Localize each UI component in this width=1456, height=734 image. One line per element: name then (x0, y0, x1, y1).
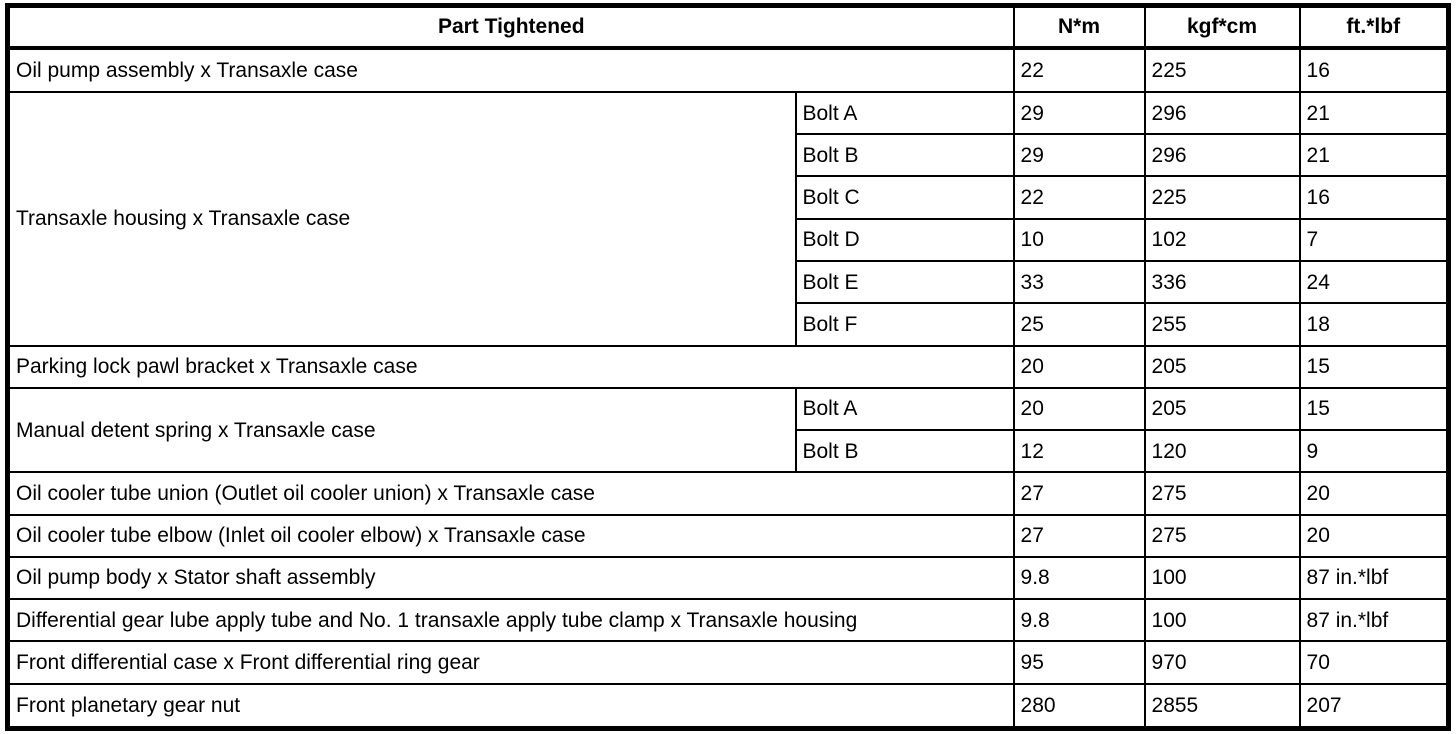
ftlbf-cell: 87 in.*lbf (1298, 555, 1450, 601)
part-cell: Oil pump body x Stator shaft assembly (6, 555, 1015, 601)
table-row: Front planetary gear nut 280 2855 207 (6, 682, 1450, 730)
nm-cell: 33 (1012, 259, 1146, 305)
table-row: Bolt E 33 336 24 (8, 259, 1450, 305)
ftlbf-cell: 21 (1298, 133, 1450, 178)
kgfcm-cell: 100 (1143, 598, 1301, 643)
nm-cell: 280 (1012, 682, 1146, 730)
bolt-cell: Bolt B (794, 429, 1015, 474)
ftlbf-cell: 7 (1298, 217, 1450, 263)
column-header-part: Part Tightened (6, 4, 1015, 50)
ftlbf-cell: 207 (1298, 682, 1450, 730)
nm-cell: 95 (1012, 640, 1146, 685)
table-row: Oil cooler tube elbow (Inlet oil cooler … (6, 513, 1450, 558)
ftlbf-cell: 87 in.*lbf (1298, 598, 1450, 643)
part-cell: Oil pump assembly x Transaxle case (6, 47, 1015, 93)
header-row: Part Tightened N*m kgf*cm ft.*lbf (6, 4, 1450, 50)
kgfcm-cell: 102 (1143, 217, 1301, 263)
ftlbf-cell: 15 (1298, 344, 1450, 389)
table-row: Parking lock pawl bracket x Transaxle ca… (6, 344, 1450, 389)
bolt-cell: Bolt C (794, 175, 1015, 220)
ftlbf-cell: 20 (1298, 513, 1450, 558)
nm-cell: 22 (1012, 47, 1146, 93)
kgfcm-cell: 2855 (1143, 682, 1301, 730)
kgfcm-cell: 255 (1143, 302, 1301, 347)
part-cell: Front differential case x Front differen… (6, 640, 1015, 685)
kgfcm-cell: 225 (1143, 175, 1301, 220)
torque-spec-table: Part Tightened N*m kgf*cm ft.*lbf Oil pu… (5, 3, 1451, 731)
bolt-cell: Bolt F (794, 302, 1015, 347)
kgfcm-cell: 275 (1143, 513, 1301, 558)
ftlbf-cell: 24 (1298, 259, 1450, 305)
nm-cell: 29 (1012, 133, 1146, 178)
table-row: Bolt C 22 225 16 (8, 175, 1450, 220)
kgfcm-cell: 205 (1143, 386, 1301, 432)
column-header-kgfcm: kgf*cm (1143, 4, 1301, 50)
ftlbf-cell: 20 (1298, 471, 1450, 516)
kgfcm-cell: 970 (1143, 640, 1301, 685)
part-cell: Oil cooler tube elbow (Inlet oil cooler … (6, 513, 1015, 558)
table-row: Bolt F 25 255 18 (8, 302, 1450, 347)
bolt-cell: Bolt D (794, 217, 1015, 263)
ftlbf-cell: 18 (1298, 302, 1450, 347)
bolt-cell: Bolt B (794, 133, 1015, 178)
nm-cell: 9.8 (1012, 598, 1146, 643)
part-cell: Parking lock pawl bracket x Transaxle ca… (6, 344, 1015, 389)
ftlbf-cell: 16 (1298, 47, 1450, 93)
nm-cell: 27 (1012, 471, 1146, 516)
nm-cell: 9.8 (1012, 555, 1146, 601)
nm-cell: 20 (1012, 344, 1146, 389)
kgfcm-cell: 296 (1143, 133, 1301, 178)
ftlbf-cell: 15 (1298, 386, 1450, 432)
nm-cell: 25 (1012, 302, 1146, 347)
table-row: Front differential case x Front differen… (6, 640, 1450, 685)
kgfcm-cell: 336 (1143, 259, 1301, 305)
ftlbf-cell: 21 (1298, 90, 1450, 136)
column-header-nm: N*m (1012, 4, 1146, 50)
nm-cell: 22 (1012, 175, 1146, 220)
kgfcm-cell: 205 (1143, 344, 1301, 389)
kgfcm-cell: 100 (1143, 555, 1301, 601)
part-cell: Manual detent spring x Transaxle case (6, 386, 797, 474)
kgfcm-cell: 225 (1143, 47, 1301, 93)
nm-cell: 27 (1012, 513, 1146, 558)
table-row: Manual detent spring x Transaxle case Bo… (6, 386, 1450, 474)
ftlbf-cell: 70 (1298, 640, 1450, 685)
bolt-cell: Bolt A (794, 386, 1015, 432)
ftlbf-cell: 16 (1298, 175, 1450, 220)
ftlbf-cell: 9 (1298, 429, 1450, 474)
table-row: Oil pump body x Stator shaft assembly 9.… (6, 555, 1450, 601)
table-row: Oil cooler tube union (Outlet oil cooler… (6, 471, 1450, 516)
nm-cell: 12 (1012, 429, 1146, 474)
bolt-cell: Bolt A (794, 90, 1015, 136)
nm-cell: 10 (1012, 217, 1146, 263)
table-row: Bolt D 10 102 7 (8, 217, 1450, 263)
table-row: Bolt B 12 120 9 (8, 429, 1450, 474)
part-cell: Oil cooler tube union (Outlet oil cooler… (6, 471, 1015, 516)
kgfcm-cell: 275 (1143, 471, 1301, 516)
column-header-ftlbf: ft.*lbf (1298, 4, 1450, 50)
part-cell: Differential gear lube apply tube and No… (6, 598, 1015, 643)
table-row: Oil pump assembly x Transaxle case 22 22… (6, 47, 1450, 93)
nm-cell: 29 (1012, 90, 1146, 136)
bolt-cell: Bolt E (794, 259, 1015, 305)
nm-cell: 20 (1012, 386, 1146, 432)
part-cell: Transaxle housing x Transaxle case (6, 90, 797, 347)
table-row: Differential gear lube apply tube and No… (6, 598, 1450, 643)
kgfcm-cell: 120 (1143, 429, 1301, 474)
kgfcm-cell: 296 (1143, 90, 1301, 136)
table-row: Transaxle housing x Transaxle case Bolt … (6, 90, 1450, 347)
table-row: Bolt B 29 296 21 (8, 133, 1450, 178)
part-cell: Front planetary gear nut (6, 682, 1015, 730)
